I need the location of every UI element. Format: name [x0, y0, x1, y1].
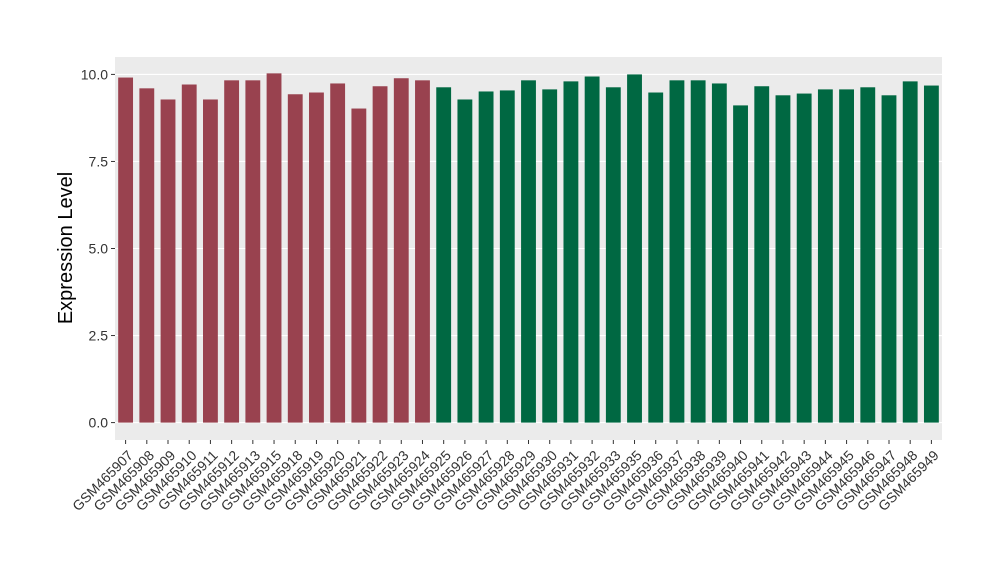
bar	[309, 92, 324, 423]
bar	[436, 87, 452, 423]
bar	[245, 80, 261, 423]
bar	[351, 108, 367, 423]
bar	[839, 89, 854, 423]
bar	[266, 73, 282, 423]
y-tick-label: 7.5	[89, 153, 109, 169]
y-tick-label: 2.5	[89, 328, 109, 344]
bar	[287, 94, 303, 423]
bar	[203, 99, 218, 423]
bar	[224, 80, 240, 423]
y-tick-label: 0.0	[89, 415, 109, 431]
y-axis-title: Expression Level	[55, 172, 77, 324]
bar	[775, 95, 791, 423]
bar	[181, 84, 197, 423]
bar	[457, 99, 473, 423]
bar	[478, 91, 494, 423]
bar	[499, 90, 515, 423]
bar	[669, 80, 685, 423]
bar	[139, 88, 155, 423]
bar	[521, 80, 536, 423]
bar	[733, 105, 748, 423]
bar	[817, 89, 833, 423]
bar	[690, 80, 706, 423]
y-tick-label: 10.0	[81, 66, 108, 82]
bar	[902, 81, 918, 423]
bar	[584, 76, 600, 423]
bar	[860, 87, 876, 423]
bar	[118, 77, 134, 423]
bar	[754, 86, 770, 423]
bar	[393, 78, 409, 423]
bar	[605, 87, 621, 423]
bar	[330, 83, 346, 423]
bar	[627, 74, 642, 423]
bar	[160, 99, 176, 423]
bar	[711, 83, 727, 423]
bar	[796, 93, 812, 423]
bar	[648, 92, 664, 423]
bar	[923, 85, 939, 423]
bar	[542, 89, 558, 423]
bar	[372, 86, 388, 423]
y-tick-label: 5.0	[89, 241, 109, 257]
bar	[563, 81, 579, 423]
bar	[415, 80, 430, 423]
bar	[881, 95, 897, 423]
